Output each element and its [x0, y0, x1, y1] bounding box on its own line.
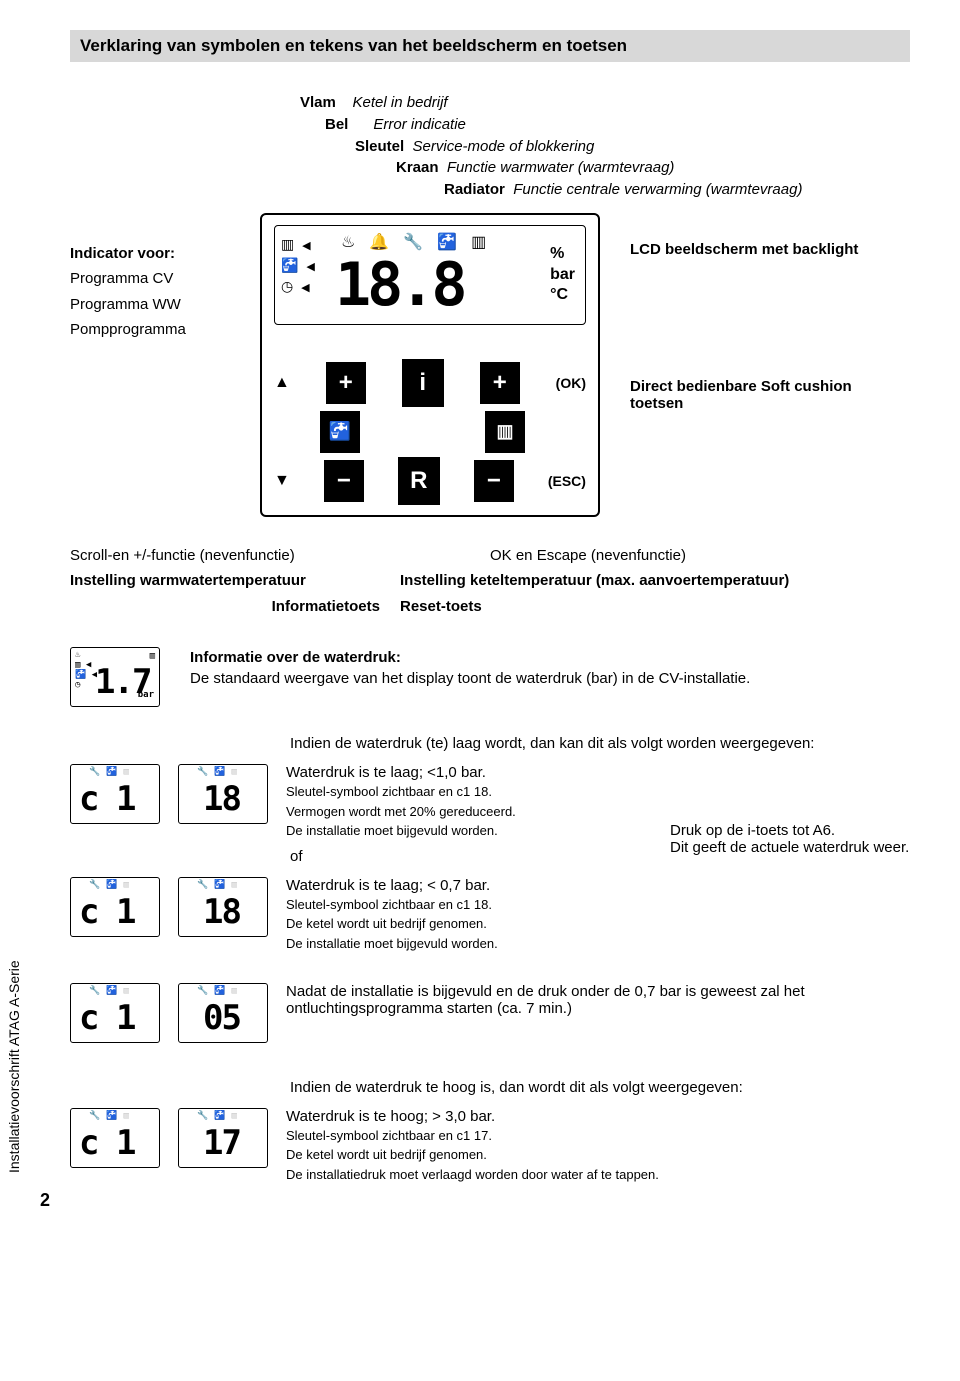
high-intro: Indien de waterdruk te hoog is, dan word… — [290, 1079, 910, 1096]
mini-lcd-18-b: 🔧🚰▥ 18 — [178, 877, 268, 937]
plus-ch-button[interactable]: + — [480, 362, 520, 404]
block2-title: Waterdruk is te laag; < 0,7 bar. — [286, 877, 640, 894]
mini-lcd-c1-b: 🔧🚰▥ c 1 — [70, 877, 160, 937]
legend-bel-i: Error indicatie — [373, 116, 466, 133]
block2-n3: De installatie moet bijgevuld worden. — [286, 935, 640, 953]
page-root: Verklaring van symbolen en tekens van he… — [0, 0, 960, 1223]
lcd-left-icons: ▥ ◀ 🚰 ◀ ◷ ◀ — [281, 236, 315, 295]
pressure-block-4: 🔧🚰▥ c 1 🔧🚰▥ 17 Waterdruk is te hoog; > 3… — [70, 1108, 910, 1184]
legend-kraan-i: Functie warmwater (warmtevraag) — [447, 159, 675, 176]
legend-kraan-b: Kraan — [396, 157, 439, 179]
legend-radiator-b: Radiator — [444, 179, 505, 201]
indicator-ww: Programma WW — [70, 292, 260, 318]
block4-title: Waterdruk is te hoog; > 3,0 bar. — [286, 1108, 910, 1125]
mini-lcd-18-a: 🔧🚰▥ 18 — [178, 764, 268, 824]
func-scroll: Scroll-en +/-functie (nevenfunctie) — [70, 543, 400, 569]
plus-ww-button[interactable]: + — [326, 362, 366, 404]
pressure-intro: Indien de waterdruk (te) laag wordt, dan… — [290, 735, 910, 752]
info-text: Informatie over de waterdruk: De standaa… — [190, 647, 750, 689]
lcd-main-digits: 18.8 — [335, 250, 464, 320]
lcd-top-icons: ♨ 🔔 🔧 🚰 ▥ — [341, 232, 486, 252]
minus-ch-button[interactable]: − — [474, 460, 514, 502]
pump-small-icon: ◷ ◀ — [281, 278, 315, 295]
page-title-bar: Verklaring van symbolen en tekens van he… — [70, 30, 910, 62]
aux2: Dit geeft de actuele waterdruk weer. — [670, 839, 910, 856]
func-info: Informatietoets — [70, 594, 400, 620]
pressure-section: Indien de waterdruk (te) laag wordt, dan… — [70, 735, 910, 1183]
block1-n3: De installatie moet bijgevuld worden. — [286, 822, 640, 840]
mini-lcd-c1-c: 🔧🚰▥ c 1 — [70, 983, 160, 1043]
block2-n2: De ketel wordt uit bedrijf genomen. — [286, 915, 640, 933]
info-water-pressure: ♨▥ ◀🚰 ◀◷ ▥ 1.7 bar Informatie over de wa… — [70, 647, 910, 707]
info-button[interactable]: i — [402, 359, 444, 407]
info-head: Informatie over de waterdruk: — [190, 649, 401, 666]
block4-n2: De ketel wordt uit bedrijf genomen. — [286, 1146, 910, 1164]
mini-lcd-05: 🔧🚰▥ 05 — [178, 983, 268, 1043]
legend-bel-b: Bel — [325, 114, 348, 136]
mini-lcd-info: ♨▥ ◀🚰 ◀◷ ▥ 1.7 bar — [70, 647, 160, 707]
indicator-pump: Pompprogramma — [70, 317, 260, 343]
mini-lcd-c1-a: 🔧🚰▥ c 1 — [70, 764, 160, 824]
block2-n1: Sleutel-symbool zichtbaar en c1 18. — [286, 896, 640, 914]
bell-icon: 🔔 — [369, 232, 389, 252]
lcd-backlight-label: LCD beeldscherm met backlight — [600, 213, 870, 258]
flame-icon: ♨ — [341, 232, 355, 252]
tap-button[interactable]: 🚰 — [320, 411, 360, 453]
side-document-title: Installatievoorschrift ATAG A-Serie — [6, 960, 22, 1173]
mini-lcd-c1-d: 🔧🚰▥ c 1 — [70, 1108, 160, 1168]
pressure-block-3: 🔧🚰▥ c 1 🔧🚰▥ 05 Nadat de installatie is b… — [70, 983, 910, 1043]
unit-percent: % — [550, 244, 575, 265]
lcd-screen: ♨ 🔔 🔧 🚰 ▥ ▥ ◀ 🚰 ◀ ◷ ◀ 18.8 % bar °C — [274, 225, 586, 325]
indicator-labels: Indicator voor: Programma CV Programma W… — [70, 213, 260, 343]
func-ww-temp: Instelling warmwatertemperatuur — [70, 568, 400, 594]
mini-lcd-info-unit: bar — [138, 690, 154, 700]
lcd-row: Indicator voor: Programma CV Programma W… — [70, 213, 910, 517]
aux1: Druk op de i-toets tot A6. — [670, 822, 910, 839]
radiator-small-icon: ▥ ◀ — [281, 236, 315, 253]
control-panel: ♨ 🔔 🔧 🚰 ▥ ▥ ◀ 🚰 ◀ ◷ ◀ 18.8 % bar °C — [260, 213, 600, 517]
block4-n3: De installatiedruk moet verlaagd worden … — [286, 1166, 910, 1184]
down-arrow-icon: ▼ — [274, 472, 290, 490]
soft-cushion-label: Direct bedienbare Soft cushion toetsen — [600, 368, 870, 412]
legend-radiator-i: Functie centrale verwarming (warmtevraag… — [513, 181, 802, 198]
tap-small-icon: 🚰 ◀ — [281, 257, 315, 274]
page-title: Verklaring van symbolen en tekens van he… — [80, 36, 627, 55]
block3-text: Nadat de installatie is bijgevuld en de … — [286, 983, 910, 1017]
func-boiler-temp: Instelling keteltemperatuur (max. aanvoe… — [400, 568, 870, 594]
button-area: ▲ + i + (OK) — [274, 359, 586, 407]
tap-icon: 🚰 — [437, 232, 457, 252]
function-labels: Scroll-en +/-functie (nevenfunctie) Inst… — [70, 543, 910, 620]
legend-vlam-i: Ketel in bedrijf — [353, 94, 448, 111]
func-ok-esc: OK en Escape (nevenfunctie) — [490, 543, 870, 569]
symbol-legend: Vlam Ketel in bedrijf Bel Error indicati… — [300, 92, 910, 201]
block4-n1: Sleutel-symbool zichtbaar en c1 17. — [286, 1127, 910, 1145]
block1-title: Waterdruk is te laag; <1,0 bar. — [286, 764, 640, 781]
info-body: De standaard weergave van het display to… — [190, 670, 750, 687]
up-arrow-icon: ▲ — [274, 374, 290, 392]
block1-n2: Vermogen wordt met 20% gereduceerd. — [286, 803, 640, 821]
radiator-button[interactable]: ▥ — [485, 411, 525, 453]
block1-n1: Sleutel-symbool zichtbaar en c1 18. — [286, 783, 640, 801]
minus-ww-button[interactable]: − — [324, 460, 364, 502]
unit-bar: bar — [550, 265, 575, 286]
reset-button[interactable]: R — [398, 457, 440, 505]
pressure-block-2: 🔧🚰▥ c 1 🔧🚰▥ 18 Waterdruk is te laag; < 0… — [70, 877, 640, 953]
page-number: 2 — [40, 1190, 50, 1211]
legend-vlam-b: Vlam — [300, 92, 336, 114]
wrench-icon: 🔧 — [403, 232, 423, 252]
mini-lcd-17: 🔧🚰▥ 17 — [178, 1108, 268, 1168]
esc-label: (ESC) — [548, 473, 586, 489]
legend-sleutel-i: Service-mode of blokkering — [413, 138, 595, 155]
unit-celsius: °C — [550, 285, 575, 306]
func-reset: Reset-toets — [400, 594, 870, 620]
indicator-cv: Programma CV — [70, 266, 260, 292]
lcd-units: % bar °C — [550, 244, 575, 306]
pressure-block-1: 🔧🚰▥ c 1 🔧🚰▥ 18 Waterdruk is te laag; <1,… — [70, 764, 640, 840]
ok-label: (OK) — [556, 375, 586, 391]
legend-sleutel-b: Sleutel — [355, 136, 404, 158]
radiator-icon: ▥ — [471, 232, 486, 252]
of-label: of — [290, 848, 640, 865]
indicator-head: Indicator voor: — [70, 241, 260, 267]
